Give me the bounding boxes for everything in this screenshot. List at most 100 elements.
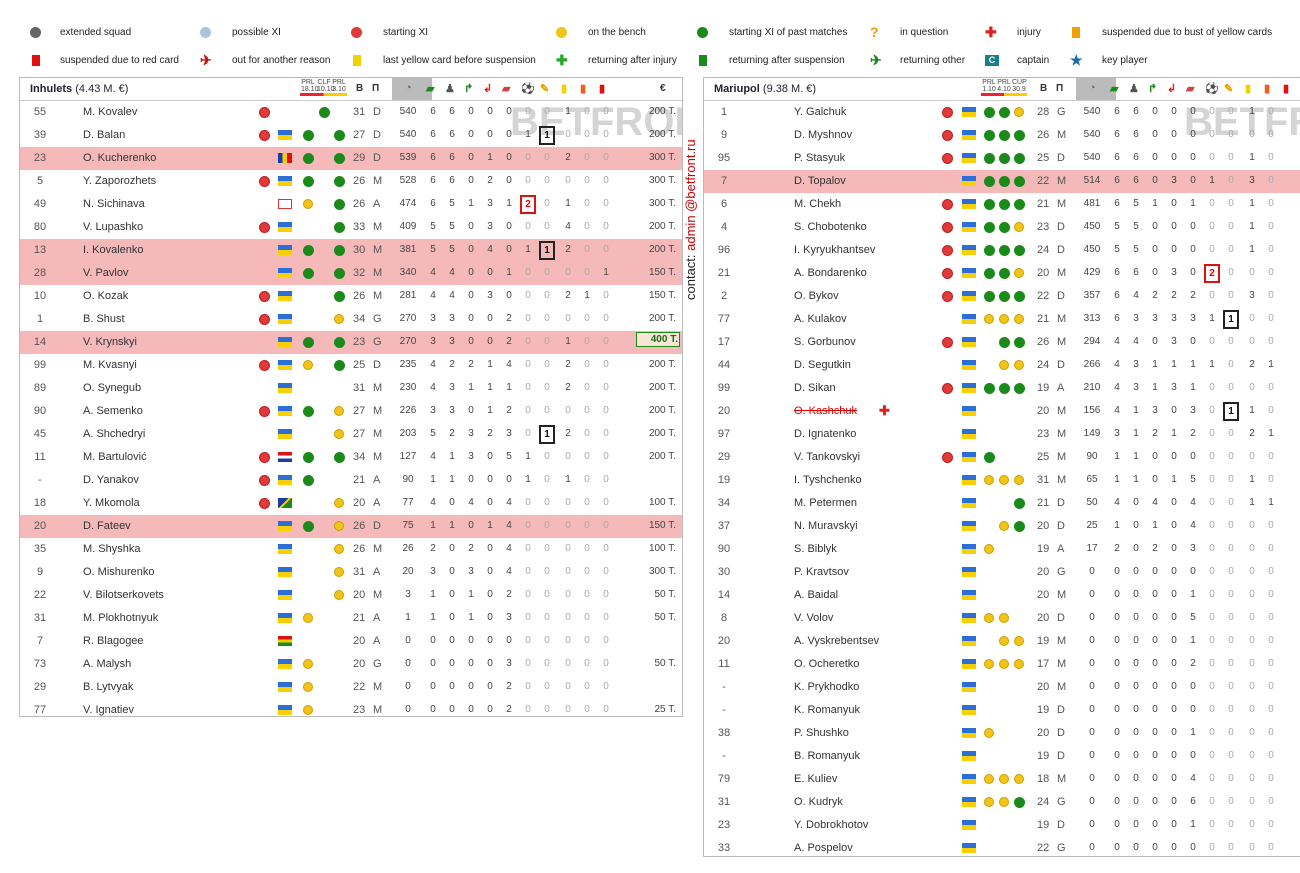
- table-row[interactable]: - B. Romanyuk 19 D 0 0 0 0 0 0 0 0 0 0: [704, 745, 1300, 768]
- yellow-card-icon[interactable]: ▮: [561, 83, 568, 95]
- table-row[interactable]: 4 S. Chobotenko 23 D 450 5 5 0 0 0 0 0 1 0: [704, 216, 1300, 239]
- goal-icon[interactable]: ⚽: [521, 83, 535, 95]
- contact-email[interactable]: admin @betfront.ru: [683, 139, 698, 251]
- minutes-icon[interactable]: ◔: [405, 82, 412, 94]
- table-row[interactable]: 14 A. Baidal 20 M 0 0 0 0 0 1 0 0 0 0: [704, 584, 1300, 607]
- table-row[interactable]: 20 O. Kashchuk ✚ 20 M 156 4 1 3 0 3 0 1 1 0: [704, 400, 1300, 423]
- sub-in-icon[interactable]: ↱: [1148, 83, 1158, 95]
- player-name[interactable]: A. Bondarenko: [794, 267, 867, 279]
- table-row[interactable]: 7 R. Blagogee 20 A 0 0 0 0 0 0 0 0 0 0 0: [20, 630, 682, 653]
- table-row[interactable]: 22 V. Bilotserkovets 20 M 3 1 0 1 0 2 0 0 0 0 0 50 T.: [20, 584, 682, 607]
- table-row[interactable]: 1 Y. Galchuk 28 G 540 6 6 0 0 0 0 0 1 0: [704, 101, 1300, 124]
- player-name[interactable]: B. Lytvyak: [83, 681, 134, 693]
- player-name[interactable]: P. Kravtsov: [794, 566, 849, 578]
- yellow-red-icon[interactable]: ▮: [580, 83, 587, 95]
- player-name[interactable]: A. Kulakov: [794, 313, 847, 325]
- player-name[interactable]: M. Petermen: [794, 497, 857, 509]
- table-row[interactable]: 14 V. Krynskyi 23 G 270 3 3 0 0 2 0 0 1 0 0 400 T.: [20, 331, 682, 354]
- player-name[interactable]: D. Fateev: [83, 520, 131, 532]
- player-name[interactable]: O. Ocheretko: [794, 658, 860, 670]
- player-name[interactable]: M. Kvasnyi: [83, 359, 137, 371]
- player-name[interactable]: O. Kashchuk: [794, 405, 857, 417]
- table-row[interactable]: 7 D. Topalov 22 M 514 6 6 0 3 0 1 0 3 0: [704, 170, 1300, 193]
- player-name[interactable]: O. Kudryk: [794, 796, 843, 808]
- sub-out-icon[interactable]: ↲: [483, 83, 493, 95]
- player-name[interactable]: N. Muravskyi: [794, 520, 858, 532]
- table-row[interactable]: - K. Prykhodko 20 M 0 0 0 0 0 0 0 0 0 0: [704, 676, 1300, 699]
- table-row[interactable]: 23 Y. Dobrokhotov 19 D 0 0 0 0 0 1 0 0 0 0: [704, 814, 1300, 837]
- table-row[interactable]: 49 N. Sichinava 26 A 474 6 5 1 3 1 2 0 1 0 0 300 T.: [20, 193, 682, 216]
- player-name[interactable]: V. Tankovskyi: [794, 451, 861, 463]
- yellow-card-icon[interactable]: ▮: [1245, 83, 1252, 95]
- player-name[interactable]: A. Pospelov: [794, 842, 853, 854]
- table-row[interactable]: 55 M. Kovalev 31 D 540 6 6 0 0 0 0 0 1 0 0 200 T.: [20, 101, 682, 124]
- player-name[interactable]: S. Biblyk: [794, 543, 837, 555]
- player-name[interactable]: Y. Zaporozhets: [83, 175, 157, 187]
- table-row[interactable]: 20 D. Fateev 26 D 75 1 1 0 1 4 0 0 0 0 0 150 T.: [20, 515, 682, 538]
- table-row[interactable]: 37 N. Muravskyi 20 D 25 1 0 1 0 4 0 0 0 0: [704, 515, 1300, 538]
- table-row[interactable]: 1 B. Shust 34 G 270 3 3 0 0 2 0 0 0 0 0 200 T.: [20, 308, 682, 331]
- table-row[interactable]: 96 I. Kyryukhantsev 24 D 450 5 5 0 0 0 0 0 1 0: [704, 239, 1300, 262]
- red-card-icon[interactable]: ▮: [1283, 83, 1290, 95]
- player-name[interactable]: V. Pavlov: [83, 267, 129, 279]
- yellow-red-icon[interactable]: ▮: [1264, 83, 1271, 95]
- player-name[interactable]: O. Mishurenko: [83, 566, 155, 578]
- player-name[interactable]: Y. Dobrokhotov: [794, 819, 869, 831]
- player-name[interactable]: D. Ignatenko: [794, 428, 857, 440]
- player-name[interactable]: V. Krynskyi: [83, 336, 138, 348]
- player-name[interactable]: M. Plokhotnyuk: [83, 612, 159, 624]
- player-name[interactable]: Y. Galchuk: [794, 106, 847, 118]
- player-name[interactable]: O. Kozak: [83, 290, 129, 302]
- table-row[interactable]: 9 D. Myshnov 26 M 540 6 6 0 0 0 0 0 0 0: [704, 124, 1300, 147]
- table-row[interactable]: 5 Y. Zaporozhets 26 M 528 6 6 0 2 0 0 0 0 0 0 300 T.: [20, 170, 682, 193]
- player-name[interactable]: R. Blagogee: [83, 635, 144, 647]
- table-row[interactable]: 17 S. Gorbunov 26 M 294 4 4 0 3 0 0 0 0 0: [704, 331, 1300, 354]
- table-row[interactable]: - D. Yanakov 21 A 90 1 1 0 0 0 1 0 1 0 0: [20, 469, 682, 492]
- player-name[interactable]: D. Balan: [83, 129, 126, 141]
- player-name[interactable]: K. Prykhodko: [794, 681, 860, 693]
- minutes-column-header[interactable]: [1076, 78, 1116, 100]
- player-name[interactable]: O. Bykov: [794, 290, 839, 302]
- player-name[interactable]: N. Sichinava: [83, 198, 145, 210]
- position-column-header[interactable]: П: [1056, 83, 1064, 94]
- price-column-header[interactable]: €: [660, 83, 666, 94]
- table-row[interactable]: 13 I. Kovalenko 30 M 381 5 5 0 4 0 1 1 2 0 0 200 T.: [20, 239, 682, 262]
- player-name[interactable]: O. Kucherenko: [83, 152, 157, 164]
- player-name[interactable]: I. Tyshchenko: [794, 474, 862, 486]
- player-name[interactable]: S. Gorbunov: [794, 336, 856, 348]
- table-row[interactable]: 90 S. Biblyk 19 A 17 2 0 2 0 3 0 0 0 0: [704, 538, 1300, 561]
- player-name[interactable]: P. Stasyuk: [794, 152, 846, 164]
- player-name[interactable]: M. Chekh: [794, 198, 842, 210]
- player-name[interactable]: K. Romanyuk: [794, 704, 861, 716]
- table-row[interactable]: 11 O. Ocheretko 17 M 0 0 0 0 0 2 0 0 0 0: [704, 653, 1300, 676]
- table-row[interactable]: 18 Y. Mkomola 20 A 77 4 0 4 0 4 0 0 0 0 0 100 T.: [20, 492, 682, 515]
- player-name[interactable]: O. Synegub: [83, 382, 142, 394]
- player-name[interactable]: A. Malysh: [83, 658, 132, 670]
- player-name[interactable]: P. Shushko: [794, 727, 849, 739]
- table-row[interactable]: 90 A. Semenko 27 M 226 3 3 0 1 2 0 0 0 0 0 200 T.: [20, 400, 682, 423]
- table-row[interactable]: 38 P. Shushko 20 D 0 0 0 0 0 1 0 0 0 0: [704, 722, 1300, 745]
- table-row[interactable]: 33 A. Pospelov 22 G 0 0 0 0 0 0 0 0 0 0: [704, 837, 1300, 856]
- table-row[interactable]: 77 A. Kulakov 21 M 313 6 3 3 3 3 1 1 0 0: [704, 308, 1300, 331]
- age-column-header[interactable]: В: [1040, 83, 1048, 94]
- table-row[interactable]: 30 P. Kravtsov 20 G 0 0 0 0 0 0 0 0 0 0: [704, 561, 1300, 584]
- sub-in-icon[interactable]: ↱: [464, 83, 474, 95]
- table-row[interactable]: 80 V. Lupashko 33 M 409 5 5 0 3 0 0 0 4 0 0 200 T.: [20, 216, 682, 239]
- table-row[interactable]: 99 D. Sikan 19 A 210 4 3 1 3 1 0 0 0 0: [704, 377, 1300, 400]
- player-name[interactable]: V. Lupashko: [83, 221, 144, 233]
- shoe-icon[interactable]: ▰: [1186, 83, 1195, 95]
- sub-out-icon[interactable]: ↲: [1167, 83, 1177, 95]
- red-card-icon[interactable]: ▮: [599, 83, 606, 95]
- table-row[interactable]: 21 A. Bondarenko 20 M 429 6 6 0 3 0 2 0 0 0: [704, 262, 1300, 285]
- shoe-icon[interactable]: ▰: [502, 83, 511, 95]
- starts-icon[interactable]: ♟: [445, 83, 455, 95]
- games-icon[interactable]: ▰: [1110, 83, 1119, 95]
- minutes-column-header[interactable]: [392, 78, 432, 100]
- table-row[interactable]: 8 V. Volov 20 D 0 0 0 0 0 5 0 0 0 0: [704, 607, 1300, 630]
- player-name[interactable]: M. Shyshka: [83, 543, 141, 555]
- player-name[interactable]: A. Semenko: [83, 405, 143, 417]
- player-name[interactable]: E. Kuliev: [794, 773, 838, 785]
- table-row[interactable]: 23 O. Kucherenko 29 D 539 6 6 0 1 0 0 0 2 0 0 300 T.: [20, 147, 682, 170]
- player-name[interactable]: A. Baidal: [794, 589, 839, 601]
- player-name[interactable]: D. Yanakov: [83, 474, 139, 486]
